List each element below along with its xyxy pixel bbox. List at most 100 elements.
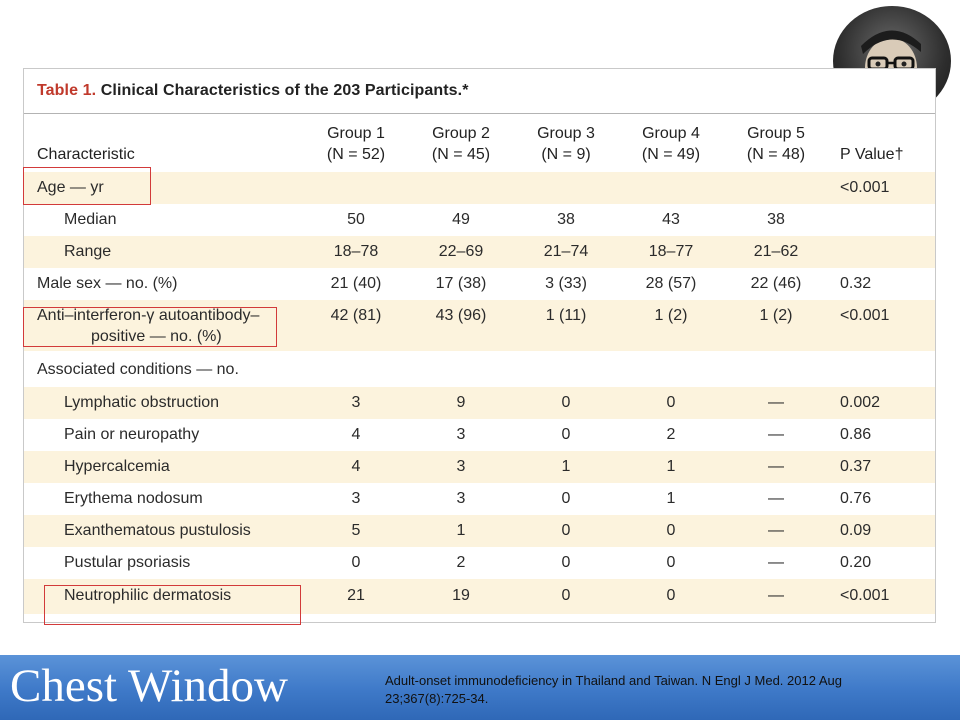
cell-group-1: 50 xyxy=(347,211,365,228)
row-label: Age — yr xyxy=(37,179,104,196)
row-p-value: <0.001 xyxy=(840,179,890,196)
row-label: Neutrophilic dermatosis xyxy=(64,587,232,604)
row-label: Pustular psoriasis xyxy=(64,554,191,571)
highlight-box-age xyxy=(23,167,151,205)
cell-group-2: 1 xyxy=(456,522,466,539)
header-group-2: Group 2 (N = 45) xyxy=(411,123,511,165)
cell-group-2: 19 xyxy=(452,587,470,604)
header-group-5-name: Group 5 xyxy=(747,125,805,142)
cell-group-5: — xyxy=(768,426,784,443)
row-label: Erythema nodosum xyxy=(64,490,203,507)
cell-group-2: 3 xyxy=(456,426,466,443)
cell-group-4: 1 xyxy=(666,458,676,475)
cell-group-2: 43 (96) xyxy=(435,307,487,324)
highlight-box-anti-interferon xyxy=(23,307,277,347)
cell-group-3: 21–74 xyxy=(543,243,589,260)
row-p-value: <0.001 xyxy=(840,307,890,324)
cell-group-1: 5 xyxy=(351,522,361,539)
cell-group-4: 2 xyxy=(666,426,676,443)
row-label: Exanthematous pustulosis xyxy=(64,522,251,539)
table-row-erythema-nodosum: Erythema nodosum 3 3 0 1 — 0.76 xyxy=(24,483,935,515)
header-group-3-name: Group 3 xyxy=(537,125,595,142)
cell-group-2: 2 xyxy=(456,554,466,571)
cell-group-2: 22–69 xyxy=(438,243,484,260)
cell-group-4: 0 xyxy=(666,394,676,411)
header-group-1-name: Group 1 xyxy=(327,125,385,142)
cell-group-1: 21 (40) xyxy=(330,275,382,292)
cell-group-1: 4 xyxy=(351,458,361,475)
cell-group-2: 17 (38) xyxy=(435,275,487,292)
row-p-value: 0.32 xyxy=(840,275,872,292)
cell-group-5: — xyxy=(768,394,784,411)
cell-group-1: 4 xyxy=(351,426,361,443)
cell-group-3: 0 xyxy=(561,587,571,604)
cell-group-3: 0 xyxy=(561,554,571,571)
cell-group-4: 0 xyxy=(666,554,676,571)
row-label: Hypercalcemia xyxy=(64,458,170,475)
header-group-1-n: (N = 52) xyxy=(326,146,386,163)
header-group-3: Group 3 (N = 9) xyxy=(516,123,616,165)
citation-text: Adult-onset immunodeficiency in Thailand… xyxy=(385,673,842,706)
cell-group-5: 22 (46) xyxy=(750,275,802,292)
header-p-value: P Value† xyxy=(840,146,904,163)
row-p-value: 0.86 xyxy=(840,426,872,443)
header-group-2-name: Group 2 xyxy=(432,125,490,142)
table-row-pustular-psoriasis: Pustular psoriasis 0 2 0 0 — 0.20 xyxy=(24,547,935,579)
row-label: Anti–interferon-γ autoantibody– xyxy=(37,307,260,324)
table-row-associated-conditions: Associated conditions — no. xyxy=(24,355,935,387)
table-row-pain-neuropathy: Pain or neuropathy 4 3 0 2 — 0.86 xyxy=(24,419,935,451)
row-label: Lymphatic obstruction xyxy=(64,394,220,411)
cell-group-5: 21–62 xyxy=(753,243,799,260)
cell-group-1: 3 xyxy=(351,490,361,507)
header-group-3-n: (N = 9) xyxy=(541,146,591,163)
table-row-exanthematous-pustulosis: Exanthematous pustulosis 5 1 0 0 — 0.09 xyxy=(24,515,935,547)
cell-group-5: 1 (2) xyxy=(759,307,793,324)
cell-group-5: — xyxy=(768,458,784,475)
cell-group-4: 43 xyxy=(662,211,680,228)
cell-group-3: 38 xyxy=(557,211,575,228)
table-row-male-sex: Male sex — no. (%) 21 (40) 17 (38) 3 (33… xyxy=(24,268,935,300)
cell-group-2: 3 xyxy=(456,490,466,507)
row-label: Associated conditions — no. xyxy=(37,361,239,378)
header-group-5-n: (N = 48) xyxy=(746,146,806,163)
banner-title: Chest Window xyxy=(10,660,288,712)
row-label: Pain or neuropathy xyxy=(64,426,200,443)
header-group-4-n: (N = 49) xyxy=(641,146,701,163)
cell-group-4: 0 xyxy=(666,522,676,539)
cell-group-1: 3 xyxy=(351,394,361,411)
cell-group-1: 42 (81) xyxy=(330,307,382,324)
table-title: Table 1. Clinical Characteristics of the… xyxy=(37,82,469,100)
header-group-4-name: Group 4 xyxy=(642,125,700,142)
table-row-median: Median 50 49 38 43 38 xyxy=(24,204,935,236)
cell-group-5: — xyxy=(768,587,784,604)
cell-group-4: 18–77 xyxy=(648,243,694,260)
cell-group-3: 0 xyxy=(561,522,571,539)
table-row-range: Range 18–78 22–69 21–74 18–77 21–62 xyxy=(24,236,935,268)
cell-group-5: — xyxy=(768,554,784,571)
cell-group-4: 0 xyxy=(666,587,676,604)
cell-group-5: — xyxy=(768,522,784,539)
table-title-text: Clinical Characteristics of the 203 Part… xyxy=(100,82,469,99)
table-row-neutrophilic-dermatosis: Neutrophilic dermatosis 21 19 0 0 — <0.0… xyxy=(24,579,935,614)
header-characteristic: Characteristic xyxy=(37,146,135,163)
row-p-value: 0.76 xyxy=(840,490,872,507)
row-p-value: 0.002 xyxy=(840,394,881,411)
header-group-2-n: (N = 45) xyxy=(431,146,491,163)
cell-group-3: 0 xyxy=(561,490,571,507)
cell-group-1: 0 xyxy=(351,554,361,571)
cell-group-3: 1 xyxy=(561,458,571,475)
cell-group-5: — xyxy=(768,490,784,507)
cell-group-5: 38 xyxy=(767,211,785,228)
table-title-label: Table 1. xyxy=(37,82,97,99)
row-label: Male sex — no. (%) xyxy=(37,275,178,292)
table-row-lymphatic-obstruction: Lymphatic obstruction 3 9 0 0 — 0.002 xyxy=(24,387,935,419)
row-p-value: 0.09 xyxy=(840,522,872,539)
header-group-1: Group 1 (N = 52) xyxy=(306,123,406,165)
cell-group-2: 9 xyxy=(456,394,466,411)
title-rule xyxy=(24,113,935,114)
footer-banner: Chest Window Adult-onset immunodeficienc… xyxy=(0,655,960,720)
highlight-box-neutrophilic-dermatosis xyxy=(44,585,301,625)
row-p-value: 0.37 xyxy=(840,458,872,475)
row-label: Range xyxy=(64,243,112,260)
cell-group-4: 28 (57) xyxy=(645,275,697,292)
